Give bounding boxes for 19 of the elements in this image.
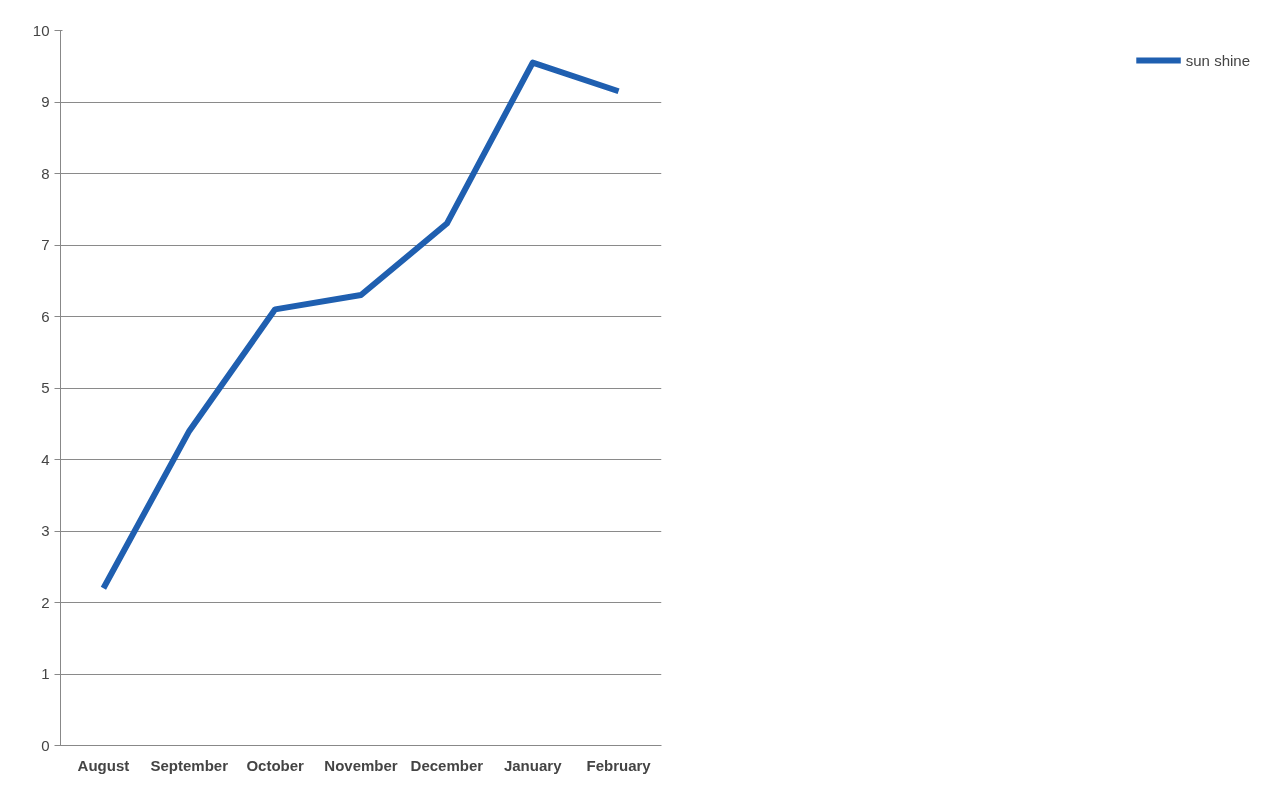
x-tick-label: October [246,756,305,774]
x-tick-label: February [586,756,652,774]
y-tick-label: 6 [41,307,50,325]
y-tick-label: 2 [41,593,50,611]
x-tick-label: September [150,756,229,774]
x-tick-label: November [324,756,398,774]
x-tick-label: January [503,756,563,774]
y-tick-label: 4 [41,450,50,468]
y-tick-label: 8 [41,164,50,182]
y-tick-label: 9 [41,93,50,110]
y-tick-label: 0 [41,736,50,754]
y-tick-label: 1 [41,665,50,682]
x-tick-label: December [410,756,484,774]
y-tick-label: 5 [41,379,50,396]
y-tick-label: 10 [32,21,50,39]
y-tick-label: 7 [41,236,50,253]
legend-label: sun shine [1185,51,1250,69]
x-tick-label: August [77,756,130,774]
y-tick-label: 3 [41,522,50,539]
